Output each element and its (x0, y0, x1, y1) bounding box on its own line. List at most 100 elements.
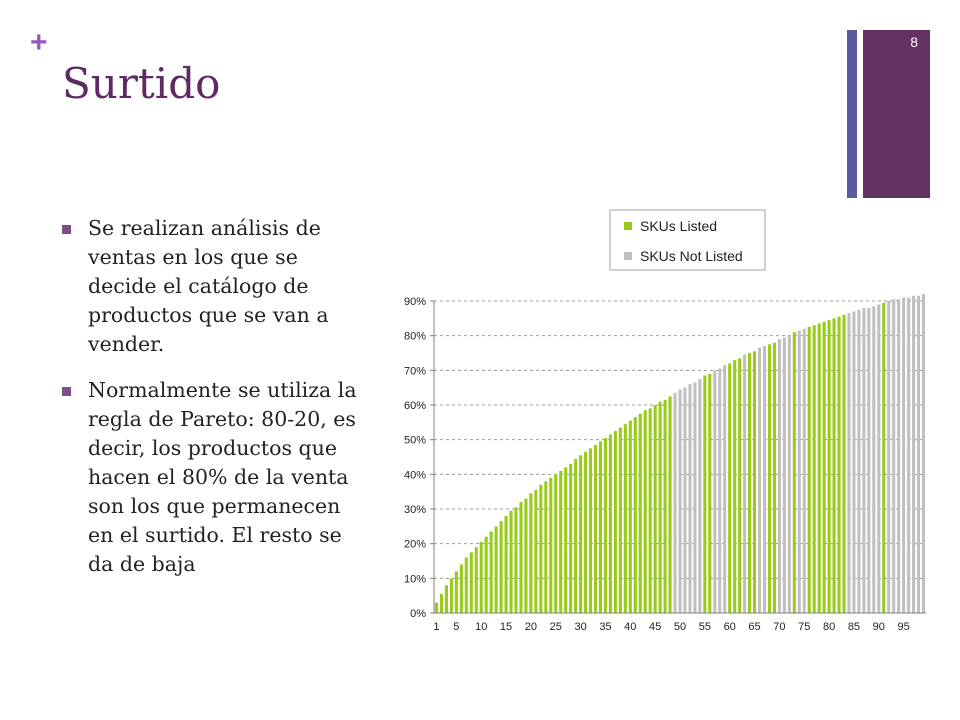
bar-sku-not-listed (683, 387, 687, 613)
bar-sku-listed (767, 344, 771, 613)
y-axis-labels: 0% 10% 20% 30% 40% 50% 60% 70% 80% 90% (404, 296, 426, 620)
x-tick-label: 35 (599, 621, 611, 633)
x-tick-label: 70 (773, 621, 785, 633)
bar-sku-listed (708, 373, 712, 613)
bar-sku-listed (613, 431, 617, 613)
bar-sku-not-listed (877, 304, 881, 613)
y-tick-label: 40% (404, 469, 426, 481)
x-axis: 1 5 10 15 20 25 30 35 40 45 50 55 60 65 70 75 80 85 90 95 (433, 301, 926, 633)
bar-sku-not-listed (718, 368, 722, 613)
legend-label-not-listed: SKUs Not Listed (640, 248, 743, 264)
accent-bar-blue (847, 30, 857, 198)
bar-sku-not-listed (713, 370, 717, 613)
bar-sku-not-listed (678, 389, 682, 613)
y-tick-label: 0% (410, 608, 426, 620)
bar-sku-listed (603, 437, 607, 613)
bar-sku-listed (837, 316, 841, 613)
bullet-text: Normalmente se utiliza la regla de Paret… (88, 378, 357, 576)
bar-sku-listed (728, 363, 732, 613)
bar-sku-not-listed (797, 330, 801, 613)
x-tick-label: 60 (724, 621, 736, 633)
bullet-list: Se realizan análisis de ventas en los qu… (62, 214, 362, 596)
x-tick-label: 95 (898, 621, 910, 633)
bar-sku-listed (593, 444, 598, 613)
x-tick-label: 65 (748, 621, 760, 633)
bar-sku-listed (439, 593, 443, 613)
x-tick-label: 75 (798, 621, 810, 633)
bullet-square-icon (62, 387, 71, 396)
bar-sku-listed (534, 489, 538, 613)
y-tick-label: 10% (404, 573, 426, 585)
bar-sku-not-listed (902, 297, 906, 613)
pareto-bar-chart: SKUs Listed SKUs Not Listed 0% 10% 20% 30% 4… (404, 209, 926, 633)
bullet-text: Se realizan análisis de ventas en los qu… (88, 216, 329, 356)
bar-sku-not-listed (693, 382, 697, 613)
bar-sku-not-listed (887, 301, 891, 613)
bar-sku-listed (668, 396, 672, 613)
bar-sku-not-listed (787, 335, 791, 613)
bar-sku-listed (663, 399, 667, 613)
bar-sku-not-listed (907, 297, 911, 613)
bar-sku-not-listed (723, 365, 727, 613)
bar-sku-listed (792, 332, 796, 613)
bar-sku-listed (822, 321, 826, 613)
bar-sku-listed (579, 455, 583, 613)
x-tick-label: 20 (525, 621, 537, 633)
bar-sku-listed (529, 493, 533, 613)
y-tick-label: 60% (404, 400, 426, 412)
legend-box (609, 209, 766, 271)
bar-sku-listed (554, 474, 558, 613)
bar-sku-listed (539, 484, 543, 613)
bar-sku-listed (817, 323, 821, 613)
bar-sku-not-listed (912, 295, 916, 613)
x-tick-label: 25 (550, 621, 562, 633)
bar-sku-not-listed (698, 379, 702, 613)
x-tick-label: 40 (624, 621, 636, 633)
chart-bars (434, 294, 926, 613)
bar-sku-listed (459, 564, 463, 613)
bar-sku-listed (444, 585, 448, 613)
bar-sku-listed (544, 481, 548, 613)
x-tick-label: 15 (500, 621, 512, 633)
x-tick-label: 85 (848, 621, 860, 633)
bar-sku-not-listed (872, 306, 876, 613)
chart-legend: SKUs Listed SKUs Not Listed (609, 209, 766, 271)
bullet-item: Se realizan análisis de ventas en los qu… (62, 214, 362, 359)
legend-swatch-listed (624, 222, 632, 230)
bar-sku-not-listed (892, 299, 896, 613)
bar-sku-not-listed (688, 384, 692, 613)
bar-sku-listed (479, 541, 483, 613)
bar-sku-listed (504, 515, 508, 613)
x-tick-label: 10 (475, 621, 487, 633)
bar-sku-listed (509, 510, 513, 613)
bar-sku-listed (638, 413, 642, 613)
x-tick-label: 55 (699, 621, 711, 633)
y-tick-label: 80% (404, 331, 426, 343)
bar-sku-listed (524, 498, 528, 613)
bar-sku-listed (882, 302, 886, 613)
bar-sku-not-listed (847, 313, 851, 613)
bar-sku-listed (559, 470, 563, 613)
bar-sku-listed (589, 448, 593, 613)
bar-sku-listed (812, 325, 816, 613)
bar-sku-listed (643, 410, 647, 613)
x-tick-label: 1 (433, 621, 439, 633)
bar-sku-not-listed (917, 295, 921, 613)
bar-sku-not-listed (897, 299, 901, 613)
bar-sku-listed (703, 375, 707, 613)
x-tick-label: 90 (873, 621, 885, 633)
bar-sku-listed (608, 434, 612, 613)
y-tick-label: 50% (404, 435, 426, 447)
bar-sku-not-listed (867, 307, 871, 613)
bar-sku-listed (623, 424, 627, 613)
bar-sku-not-listed (921, 294, 926, 613)
bar-sku-not-listed (862, 307, 866, 613)
bar-sku-listed (842, 314, 846, 613)
y-tick-label: 70% (404, 365, 426, 377)
bullet-item: Normalmente se utiliza la regla de Paret… (62, 376, 362, 579)
slide-number: 8 (910, 34, 918, 50)
bar-sku-listed (827, 320, 831, 613)
bar-sku-listed (434, 602, 439, 613)
bar-sku-not-listed (782, 337, 786, 613)
x-tick-label: 50 (674, 621, 686, 633)
